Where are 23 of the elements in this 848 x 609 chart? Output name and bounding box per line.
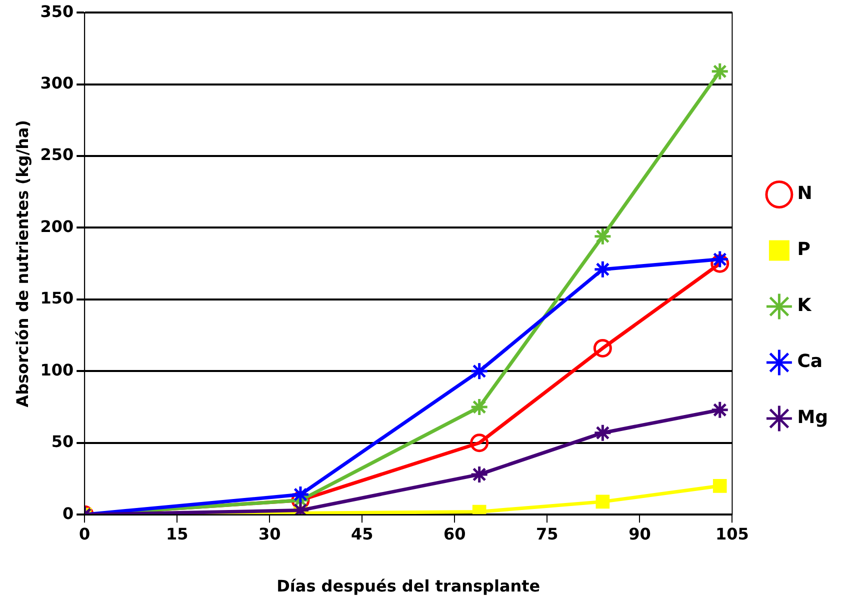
legend-label: Ca [797, 351, 823, 372]
x-tick-label: 90 [628, 524, 651, 544]
x-axis-title: Días después del transplante [276, 576, 540, 596]
x-tick-label: 15 [166, 524, 188, 544]
x-tick-label: 0 [79, 524, 90, 544]
y-tick-label: 150 [40, 288, 74, 308]
y-tick-label: 350 [40, 2, 74, 21]
x-tick-label: 30 [258, 524, 281, 544]
y-tick-label: 250 [40, 145, 74, 164]
y-axis-title: Absorción de nutrientes (kg/ha) [12, 120, 32, 408]
x-tick-label: 75 [536, 524, 558, 544]
legend-label: P [797, 239, 810, 260]
x-tick-label: 105 [716, 524, 749, 544]
x-tick-label: 60 [444, 524, 466, 544]
y-tick-label: 0 [62, 504, 74, 523]
y-tick-label: 300 [40, 73, 74, 92]
legend-label: N [797, 183, 812, 204]
y-tick-label: 100 [40, 360, 74, 380]
y-tick-label: 50 [51, 432, 74, 452]
legend-label: K [797, 295, 812, 316]
x-tick-label: 45 [351, 524, 374, 544]
y-tick-label: 200 [40, 216, 74, 236]
legend-label: Mg [797, 407, 828, 428]
